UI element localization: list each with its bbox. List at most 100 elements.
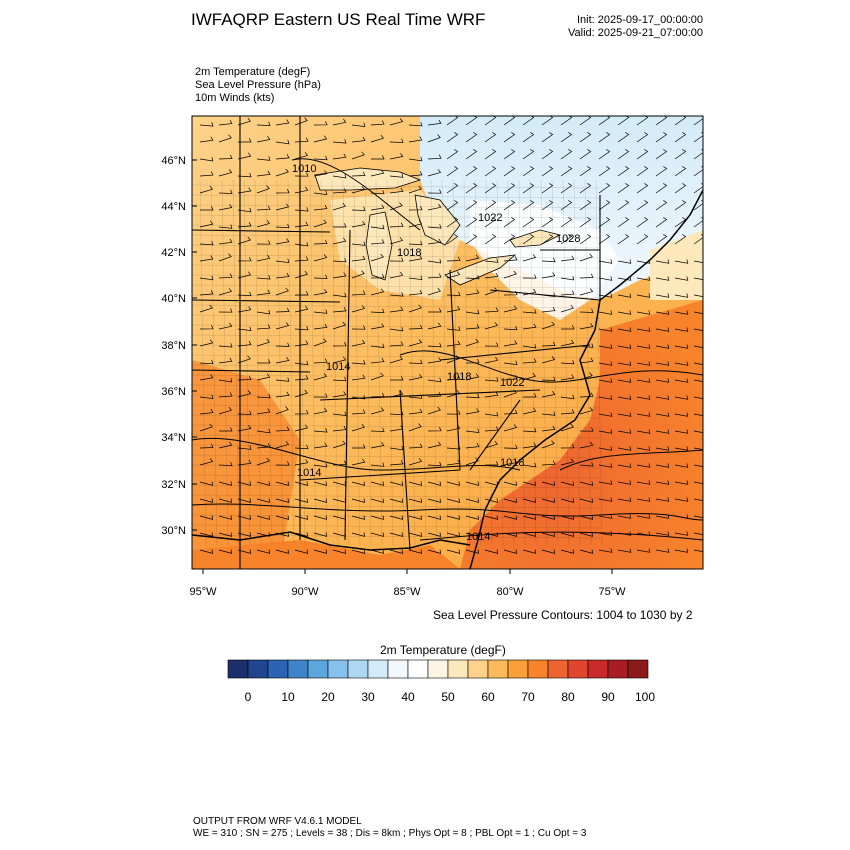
- wind-barb: [333, 223, 347, 228]
- county-line: [397, 179, 405, 546]
- wind-barb: [199, 220, 214, 228]
- wind-barb: [598, 217, 611, 228]
- lake-michigan: [365, 211, 393, 281]
- wind-barb: [693, 149, 703, 160]
- wind-barb: [275, 168, 290, 177]
- wind-barb: [484, 498, 499, 503]
- wind-barb: [693, 396, 703, 399]
- wind-barb: [237, 498, 252, 503]
- county-line: [192, 244, 601, 249]
- wind-barb: [465, 373, 480, 381]
- wind-barb: [579, 441, 594, 449]
- wind-barb: [617, 293, 632, 298]
- wind-barb: [484, 183, 497, 194]
- pressure-label: 1014: [326, 361, 350, 373]
- wind-barb: [294, 172, 309, 177]
- wind-barb: [408, 408, 423, 415]
- wind-barb: [541, 440, 555, 449]
- wind-barb: [636, 132, 649, 143]
- wind-barb: [560, 549, 575, 554]
- county-line: [192, 354, 601, 359]
- wind-barb: [655, 446, 670, 451]
- wind-barb: [313, 338, 327, 347]
- wind-barb: [674, 166, 687, 177]
- wind-barb: [256, 481, 271, 486]
- wind-barb: [579, 273, 594, 279]
- wind-barb: [199, 374, 214, 381]
- wind-barb: [199, 240, 214, 246]
- wind-barb: [655, 217, 668, 228]
- wind-barb: [256, 393, 271, 399]
- wind-barb: [522, 309, 537, 314]
- wind-barb: [465, 549, 480, 554]
- wind-barb: [370, 427, 385, 432]
- wind-barb: [579, 166, 592, 177]
- wind-barb: [351, 255, 366, 262]
- wind-barb: [636, 446, 651, 451]
- wind-barb: [218, 461, 233, 467]
- county-line: [342, 179, 350, 546]
- wind-barb: [275, 391, 290, 398]
- wind-barb: [655, 149, 668, 160]
- wind-barb: [370, 549, 385, 554]
- wind-barb: [389, 187, 404, 194]
- wind-barb: [294, 242, 309, 247]
- wind-barb: [408, 481, 423, 486]
- wind-barb: [636, 234, 649, 245]
- wind-barb: [617, 276, 632, 281]
- wind-barb: [617, 412, 632, 417]
- wind-barb: [598, 183, 611, 194]
- wind-barb: [465, 393, 480, 399]
- colorbar-swatch: [307, 659, 329, 679]
- pressure-label: 1010: [292, 163, 316, 175]
- wind-barb: [408, 255, 423, 262]
- wind-barb: [313, 481, 328, 486]
- wind-barb: [351, 458, 366, 466]
- wind-barb: [484, 515, 499, 520]
- wind-barb: [522, 358, 537, 364]
- wind-barb: [370, 239, 385, 245]
- wind-barb: [636, 548, 651, 553]
- wind-barb: [332, 356, 347, 364]
- wind-barb: [237, 187, 252, 194]
- wind-barb: [313, 393, 328, 398]
- wind-barb: [598, 361, 613, 366]
- lon-label: 90°W: [291, 586, 319, 598]
- gulf-coastline: [192, 531, 471, 551]
- wind-barb: [503, 290, 518, 296]
- colorbar-swatch: [487, 659, 509, 679]
- wind-barb: [427, 259, 442, 264]
- wind-barb: [522, 217, 535, 228]
- wind-barb: [313, 120, 328, 126]
- colorbar-tick-label: 80: [561, 690, 575, 704]
- wind-barb: [674, 327, 689, 332]
- wind-barb: [560, 304, 574, 313]
- wind-barb: [598, 276, 613, 281]
- wind-barb: [408, 185, 423, 194]
- wind-barb: [503, 458, 518, 466]
- wind-barb: [256, 549, 271, 554]
- wind-barb: [237, 222, 252, 228]
- wind-barb: [693, 464, 703, 467]
- wind-barb: [465, 481, 480, 486]
- colorbar-tick-label: 90: [601, 690, 615, 704]
- wind-barb: [484, 549, 499, 554]
- wind-barb: [218, 253, 232, 262]
- wind-barb: [503, 409, 518, 415]
- wind-barb: [370, 189, 385, 195]
- wind-barb: [332, 202, 346, 211]
- wind-barb: [237, 532, 252, 537]
- colorbar-swatch: [347, 659, 369, 679]
- colorbar-tick-label: 60: [481, 690, 495, 704]
- wind-barb: [522, 462, 537, 468]
- wind-barb: [351, 409, 366, 415]
- wind-barb: [541, 183, 554, 194]
- wind-barb: [446, 498, 461, 503]
- wind-barb: [256, 240, 271, 245]
- wind-barb: [389, 341, 404, 347]
- wind-barb: [313, 532, 328, 537]
- wind-barb: [218, 481, 233, 486]
- wind-barb: [313, 204, 328, 211]
- wind-barb: [674, 344, 689, 349]
- wind-barb: [598, 293, 613, 298]
